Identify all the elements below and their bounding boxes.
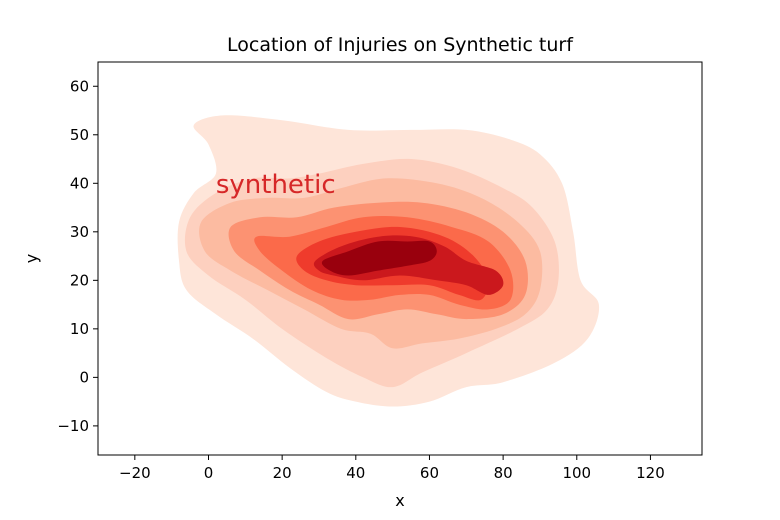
x-tick-label: 20 <box>273 464 292 482</box>
y-tick-label: −10 <box>57 417 89 435</box>
x-tick-label: −20 <box>119 464 151 482</box>
x-tick-label: 80 <box>494 464 513 482</box>
y-axis-ticks: −10 0 10 20 30 40 50 60 <box>57 77 98 435</box>
y-tick-label: 50 <box>70 126 89 144</box>
density-level-8 <box>321 240 437 276</box>
x-tick-label: 40 <box>346 464 365 482</box>
x-tick-label: 120 <box>636 464 665 482</box>
x-tick-label: 0 <box>204 464 214 482</box>
chart-title: Location of Injuries on Synthetic turf <box>227 34 574 56</box>
y-tick-label: 10 <box>70 320 89 338</box>
y-tick-label: 60 <box>70 77 89 95</box>
x-axis-ticks: −20 0 20 40 60 80 100 120 <box>119 455 665 482</box>
x-tick-label: 100 <box>562 464 591 482</box>
kde-contours <box>177 115 600 407</box>
y-tick-label: 0 <box>79 368 89 386</box>
x-axis-label: x <box>395 491 404 510</box>
plot-frame <box>97 61 703 456</box>
annotation-synthetic: synthetic <box>216 170 336 200</box>
y-tick-label: 20 <box>70 271 89 289</box>
x-tick-label: 60 <box>420 464 439 482</box>
y-tick-label: 30 <box>70 223 89 241</box>
y-tick-label: 40 <box>70 174 89 192</box>
y-axis-label: y <box>22 254 41 263</box>
